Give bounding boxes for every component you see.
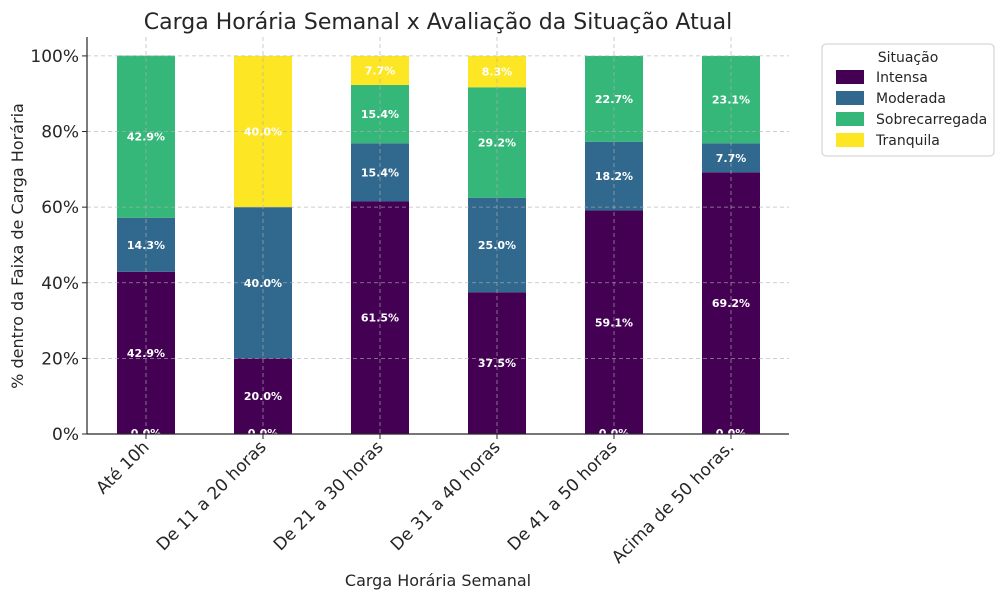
grid [87, 37, 789, 435]
data-label-sobrecarregada-3: 29.2% [478, 136, 516, 149]
y-tick-label-4: 80% [41, 123, 79, 143]
data-label-sobrecarregada-2: 15.4% [361, 108, 399, 121]
data-label-moderada-3: 25.0% [478, 239, 516, 252]
data-label-sobrecarregada-5: 23.1% [712, 94, 750, 107]
data-label-sobrecarregada-4: 22.7% [595, 93, 633, 106]
legend-label-moderada: Moderada [876, 91, 946, 107]
x-tick-label-1: De 11 a 20 horas [153, 437, 271, 555]
chart-title: Carga Horária Semanal x Avaliação da Sit… [144, 10, 732, 35]
bar-segment-sobrecarregada-4 [585, 55, 643, 142]
legend: Situação Intensa Moderada Sobrecarregada Tr… [821, 43, 995, 157]
y-tick-label-1: 20% [41, 349, 79, 369]
y-tick-label-5: 100% [30, 47, 79, 67]
x-axis-label: Carga Horária Semanal [345, 571, 531, 590]
data-label-sobrecarregada-0: 42.9% [127, 131, 165, 144]
legend-title: Situação [878, 50, 939, 66]
x-tick-label-3: De 31 a 40 horas [387, 437, 505, 555]
data-label-moderada-0: 14.3% [127, 239, 165, 252]
y-tick-label-2: 40% [41, 274, 79, 294]
y-tick-label-3: 60% [41, 198, 79, 218]
x-tick-label-5: Acima de 50 horas. [608, 437, 738, 567]
data-label-intensa-4: 59.1% [595, 316, 633, 329]
legend-swatch-tranquila [836, 133, 864, 147]
x-tick-label-2: De 21 a 30 horas [270, 437, 388, 555]
legend-swatch-sobrecarregada [836, 112, 864, 126]
legend-label-tranquila: Tranquila [875, 133, 940, 149]
legend-swatch-moderada [836, 91, 864, 105]
data-label-intensa-3: 37.5% [478, 357, 516, 370]
data-label-intensa-1: 20.0% [244, 390, 282, 403]
data-label-intensa-2: 61.5% [361, 312, 399, 325]
data-label-tranquila-3: 8.3% [482, 66, 513, 79]
legend-swatch-intensa [836, 70, 864, 84]
data-label-moderada-4: 18.2% [595, 170, 633, 183]
data-label-intensa-5: 69.2% [712, 297, 750, 310]
data-label-tranquila-2: 7.7% [365, 64, 396, 77]
legend-frame [821, 43, 995, 157]
x-tick-label-4: De 41 a 50 horas [504, 437, 622, 555]
legend-label-sobrecarregada: Sobrecarregada [876, 112, 987, 128]
data-label-moderada-2: 15.4% [361, 166, 399, 179]
y-tick-label-0: 0% [52, 425, 79, 445]
bars [117, 55, 760, 434]
y-axis-label: % dentro da Faixa de Carga Horária [8, 103, 27, 389]
legend-label-intensa: Intensa [876, 70, 928, 86]
data-label-tranquila-1: 40.0% [244, 126, 282, 139]
data-label-moderada-5: 7.7% [716, 152, 747, 165]
x-tick-label-0: Até 10h [93, 437, 154, 498]
data-labels: 42.9%14.3%42.9%0.0%20.0%40.0%40.0%0.0%61… [127, 64, 750, 440]
data-label-intensa-0: 42.9% [127, 347, 165, 360]
data-label-moderada-1: 40.0% [244, 277, 282, 290]
